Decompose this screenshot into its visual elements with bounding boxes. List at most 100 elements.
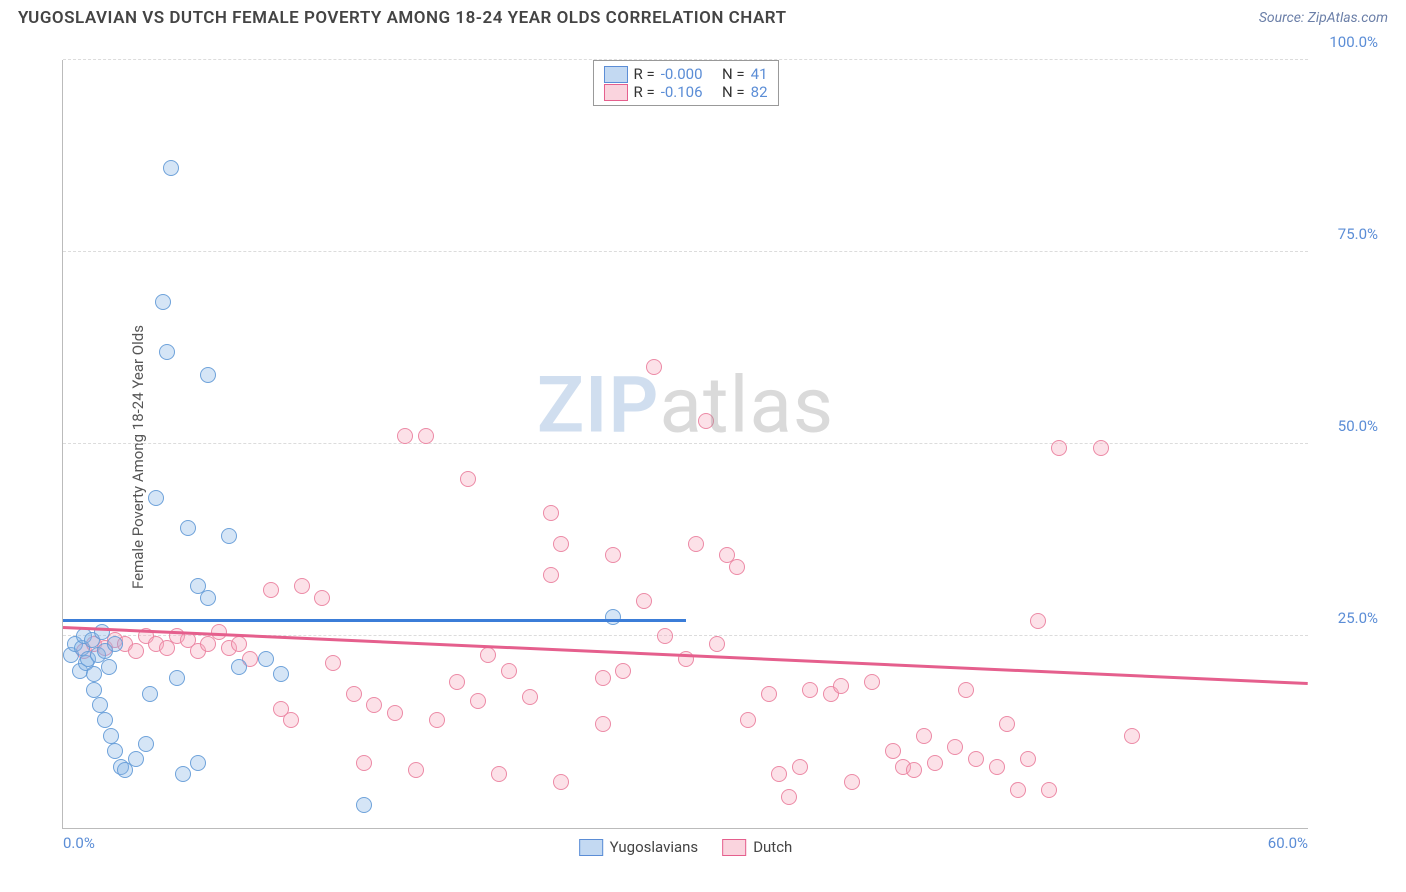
scatter-point-b (698, 413, 714, 429)
scatter-point-b (553, 774, 569, 790)
scatter-point-a (231, 659, 247, 675)
scatter-point-b (657, 628, 673, 644)
scatter-point-b (346, 686, 362, 702)
r-label: R = (633, 83, 654, 101)
scatter-point-a (169, 670, 185, 686)
n-label: N = (722, 65, 745, 83)
scatter-point-b (792, 759, 808, 775)
scatter-point-a (155, 294, 171, 310)
scatter-point-a (221, 528, 237, 544)
scatter-point-b (501, 663, 517, 679)
scatter-point-a (97, 712, 113, 728)
scatter-point-a (175, 766, 191, 782)
scatter-point-b (543, 567, 559, 583)
scatter-point-b (646, 359, 662, 375)
r-label: R = (633, 65, 654, 83)
scatter-point-b (429, 712, 445, 728)
scatter-point-b (761, 686, 777, 702)
scatter-point-b (543, 505, 559, 521)
scatter-point-a (148, 490, 164, 506)
scatter-point-a (190, 755, 206, 771)
series-legend: Yugoslavians Dutch (579, 838, 793, 856)
plot-area: R = -0.000 N = 41 R = -0.106 N = 82 ZIPa… (62, 60, 1308, 829)
scatter-point-b (595, 670, 611, 686)
scatter-point-a (86, 682, 102, 698)
scatter-point-b (128, 643, 144, 659)
scatter-point-b (709, 636, 725, 652)
scatter-point-b (1010, 782, 1026, 798)
legend-label-b: Dutch (753, 838, 792, 856)
scatter-point-b (314, 590, 330, 606)
scatter-point-a (200, 367, 216, 383)
legend-item-b: Dutch (722, 838, 792, 856)
n-label: N = (722, 83, 745, 101)
scatter-point-b (1093, 440, 1109, 456)
scatter-point-a (163, 160, 179, 176)
correlation-legend: R = -0.000 N = 41 R = -0.106 N = 82 (592, 60, 778, 106)
y-tick-label: 75.0% (1318, 225, 1378, 243)
trend-line-a (63, 619, 686, 622)
scatter-point-b (366, 697, 382, 713)
gridline (63, 251, 1308, 252)
scatter-point-a (180, 520, 196, 536)
scatter-point-a (92, 697, 108, 713)
scatter-point-b (958, 682, 974, 698)
n-value-a: 41 (751, 65, 768, 83)
scatter-point-b (968, 751, 984, 767)
legend-row-b: R = -0.106 N = 82 (603, 83, 767, 101)
scatter-point-b (947, 739, 963, 755)
legend-row-a: R = -0.000 N = 41 (603, 65, 767, 83)
r-value-b: -0.106 (661, 83, 703, 101)
scatter-point-b (294, 578, 310, 594)
scatter-point-b (688, 536, 704, 552)
scatter-point-b (885, 743, 901, 759)
scatter-point-b (273, 701, 289, 717)
scatter-point-b (989, 759, 1005, 775)
scatter-point-b (408, 762, 424, 778)
scatter-point-a (258, 651, 274, 667)
scatter-point-b (771, 766, 787, 782)
chart-title: YUGOSLAVIAN VS DUTCH FEMALE POVERTY AMON… (18, 8, 787, 28)
watermark: ZIPatlas (537, 360, 834, 451)
n-value-b: 82 (751, 83, 768, 101)
swatch-yugoslavians (579, 839, 603, 856)
swatch-dutch (603, 84, 627, 101)
scatter-point-b (325, 655, 341, 671)
scatter-point-a (107, 636, 123, 652)
legend-item-a: Yugoslavians (579, 838, 699, 856)
legend-label-a: Yugoslavians (610, 838, 699, 856)
r-value-a: -0.000 (661, 65, 703, 83)
chart-container: Female Poverty Among 18-24 Year Olds R =… (18, 40, 1388, 874)
scatter-point-b (522, 689, 538, 705)
scatter-point-b (615, 663, 631, 679)
swatch-yugoslavians (603, 66, 627, 83)
scatter-point-b (480, 647, 496, 663)
scatter-point-b (802, 682, 818, 698)
scatter-point-b (553, 536, 569, 552)
scatter-point-b (916, 728, 932, 744)
scatter-point-b (605, 547, 621, 563)
scatter-point-b (636, 593, 652, 609)
scatter-point-a (128, 751, 144, 767)
scatter-point-b (418, 428, 434, 444)
scatter-point-b (231, 636, 247, 652)
scatter-point-b (387, 705, 403, 721)
scatter-point-b (844, 774, 860, 790)
scatter-point-b (833, 678, 849, 694)
x-tick-label: 60.0% (1268, 834, 1308, 852)
scatter-point-b (263, 582, 279, 598)
scatter-point-a (86, 666, 102, 682)
scatter-point-a (101, 659, 117, 675)
scatter-point-a (273, 666, 289, 682)
scatter-point-b (356, 755, 372, 771)
y-tick-label: 25.0% (1318, 609, 1378, 627)
scatter-point-b (491, 766, 507, 782)
scatter-point-a (159, 344, 175, 360)
scatter-point-a (103, 728, 119, 744)
scatter-point-b (1124, 728, 1140, 744)
swatch-dutch (722, 839, 746, 856)
scatter-point-b (864, 674, 880, 690)
gridline (63, 443, 1308, 444)
scatter-point-a (142, 686, 158, 702)
source-attribution: Source: ZipAtlas.com (1259, 10, 1388, 26)
